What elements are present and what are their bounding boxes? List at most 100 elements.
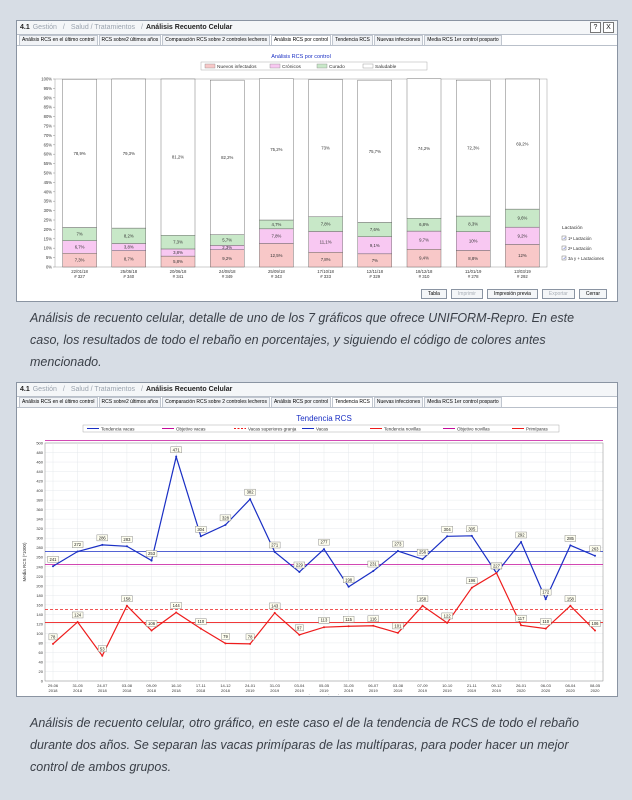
data-label-box — [97, 645, 107, 652]
data-point — [470, 586, 473, 589]
tab-rcs-por-control[interactable]: Análisis RCS por control — [270, 35, 332, 45]
data-point — [175, 611, 178, 614]
x-tick-label: 31-05 — [344, 683, 355, 688]
legend-label: Vacas — [316, 427, 329, 432]
data-label-box — [170, 446, 182, 454]
x-tick-count: # 327 — [74, 274, 85, 279]
tab-media-rcs-posparto[interactable]: Media RCS 1er control posparto — [424, 397, 502, 407]
data-label: 117 — [518, 616, 525, 621]
y-tick-label: 420 — [36, 479, 43, 484]
y-tick-label: 65% — [44, 142, 53, 147]
breadcrumb-salud[interactable]: Salud / Tratamientos — [70, 24, 136, 31]
tab-tendencia-rcs[interactable]: Tendencia RCS — [332, 35, 373, 45]
data-point — [150, 559, 153, 562]
lactacion-label: 2ª Lactación — [568, 246, 592, 251]
imprimir-button[interactable]: Imprimir — [450, 289, 483, 299]
x-tick-count: # 340 — [123, 274, 134, 279]
close-button[interactable]: X — [603, 22, 614, 33]
data-label-box — [392, 622, 404, 630]
legend-swatch — [269, 63, 281, 69]
x-tick-year: 2019 — [270, 688, 280, 693]
x-tick-label: 03-04 — [294, 683, 305, 688]
tab-tendencia-rcs[interactable]: Tendencia RCS — [332, 397, 373, 407]
data-point — [150, 629, 153, 632]
impresion-previa-button[interactable]: Impresión previa — [486, 289, 538, 299]
data-point — [347, 625, 350, 628]
cerrar-button[interactable]: Cerrar — [578, 289, 607, 299]
y-tick-label: 75% — [44, 124, 53, 129]
bar-value-label: 12,5% — [270, 253, 282, 258]
tab-nuevas-infecciones[interactable]: Nuevas infecciones — [373, 397, 424, 407]
bar-segment — [505, 78, 540, 210]
y-tick-label: 20% — [44, 227, 53, 232]
chart-title: Tendencia RCS — [296, 414, 352, 423]
data-label-box — [318, 538, 330, 546]
bar-value-label: 7,8% — [321, 257, 331, 262]
bar-chart: Análisis RCS por control Nuevos infectado… — [41, 54, 604, 279]
data-label-box — [540, 588, 552, 596]
tab-rcs-ultimo-control[interactable]: Análisis RCS en el último control — [19, 35, 98, 45]
x-tick-year: 2020 — [566, 688, 576, 693]
breadcrumb-gestion[interactable]: Gestión — [32, 386, 57, 393]
tab-comparacion-rcs[interactable]: Comparación RCS sobre 2 controles lecher… — [162, 35, 270, 45]
data-label: 272 — [74, 542, 82, 547]
tab-rcs-por-control[interactable]: Análisis RCS por control — [270, 397, 332, 407]
tab-rcs-2-anos[interactable]: RCS sobre2 últimos años — [98, 35, 162, 45]
data-point — [52, 642, 54, 645]
tab-rcs-ultimo-control[interactable]: Análisis RCS en el último control — [19, 397, 98, 407]
x-tick-year: 2018 — [122, 688, 132, 693]
bar-value-label: 3,8% — [173, 250, 183, 255]
data-label-box — [343, 616, 355, 623]
x-tick-label: 03-08 — [122, 683, 133, 688]
bar-segment — [209, 79, 245, 235]
data-label-box — [343, 576, 355, 583]
bar-value-label: 3,8% — [124, 245, 134, 250]
data-label: 158 — [567, 596, 575, 601]
y-tick-label: 120 — [36, 621, 43, 626]
tab-rcs-2-anos[interactable]: RCS sobre2 últimos años — [98, 397, 162, 407]
lactacion-checkbox — [561, 255, 567, 261]
breadcrumb-salud[interactable]: Salud / Tratamientos — [70, 386, 136, 393]
bar-value-label: 7,3% — [173, 240, 183, 245]
x-tick-year: 2020 — [517, 688, 527, 693]
tab-nuevas-infecciones[interactable]: Nuevas infecciones — [373, 35, 424, 45]
x-tick-count: # 333 — [320, 274, 331, 279]
y-tick-label: 35% — [44, 199, 53, 204]
x-tick-label: 24/08/18 — [219, 269, 236, 274]
tabla-button[interactable]: Tabla — [420, 289, 447, 299]
x-tick-year: 2019 — [246, 688, 256, 693]
data-label-box — [269, 602, 281, 610]
exportar-button[interactable]: Exportar — [541, 289, 575, 299]
x-tick-count: # 349 — [222, 274, 233, 279]
tab-media-rcs-posparto[interactable]: Media RCS 1er control posparto — [424, 35, 502, 45]
x-tick-label: 03-08 — [393, 683, 404, 688]
checkmark-icon: ✓ — [563, 236, 566, 241]
help-button[interactable]: ? — [590, 22, 601, 33]
x-tick-year: 2019 — [344, 688, 354, 693]
lactacion-checkbox — [561, 245, 567, 251]
data-point — [224, 523, 227, 526]
y-tick-label: 5% — [46, 255, 52, 260]
y-tick-label: 480 — [36, 450, 43, 455]
y-tick-label: 80 — [39, 640, 44, 645]
data-point — [199, 627, 202, 630]
data-label: 79 — [223, 634, 228, 639]
data-point — [520, 541, 523, 544]
x-tick-label: 31-03 — [270, 683, 281, 688]
data-label: 122 — [444, 613, 452, 618]
tab-comparacion-rcs[interactable]: Comparación RCS sobre 2 controles lecher… — [162, 397, 270, 407]
x-tick-year: 2019 — [393, 688, 403, 693]
bar-value-label: 78,9% — [74, 151, 86, 156]
data-point — [249, 498, 252, 501]
title-bar: 4.1 Gestión / Salud / Tratamientos / Aná… — [17, 383, 617, 397]
data-point — [175, 455, 178, 458]
x-tick-label: 10-10 — [442, 683, 453, 688]
y-tick-label: 280 — [36, 545, 43, 550]
bar-value-label: 75,7% — [369, 149, 381, 154]
y-tick-label: 200 — [36, 583, 43, 588]
bar-value-label: 9,4% — [419, 256, 429, 261]
window-tendencia-rcs: 4.1 Gestión / Salud / Tratamientos / Aná… — [16, 382, 618, 697]
y-tick-label: 500 — [36, 441, 43, 446]
breadcrumb-gestion[interactable]: Gestión — [32, 24, 57, 31]
legend-swatch — [362, 63, 374, 69]
